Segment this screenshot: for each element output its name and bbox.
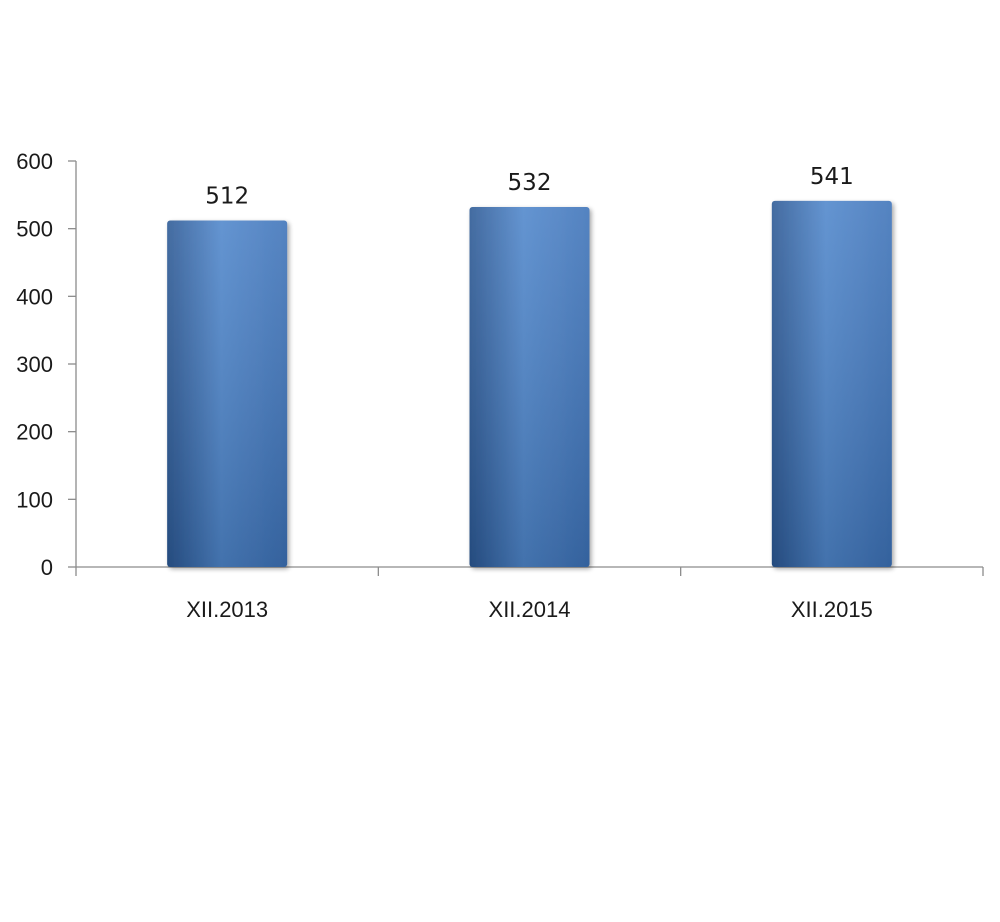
x-category-label: XII.2015 xyxy=(791,597,873,622)
bar-shading xyxy=(167,220,288,567)
x-axis: XII.2013 XII.2014 XII.2015 xyxy=(75,566,984,622)
bar-data-label: 512 xyxy=(205,184,249,210)
y-tick-label: 300 xyxy=(16,352,53,377)
bar-shading xyxy=(771,200,892,567)
y-axis: 0 100 200 300 400 500 600 xyxy=(16,149,77,580)
x-category-label: XII.2014 xyxy=(489,597,571,622)
bar-series: 512 532 541 xyxy=(167,164,892,567)
bar-shading xyxy=(469,207,590,567)
y-tick-label: 500 xyxy=(16,217,53,242)
x-category-label: XII.2013 xyxy=(186,597,268,622)
bar-data-label: 541 xyxy=(810,164,854,190)
y-tick-label: 100 xyxy=(16,487,53,512)
y-tick-label: 600 xyxy=(16,149,53,174)
bar-data-label: 532 xyxy=(508,170,552,196)
y-tick-label: 400 xyxy=(16,284,53,309)
y-tick-label: 200 xyxy=(16,420,53,445)
y-tick-label: 0 xyxy=(41,555,53,580)
